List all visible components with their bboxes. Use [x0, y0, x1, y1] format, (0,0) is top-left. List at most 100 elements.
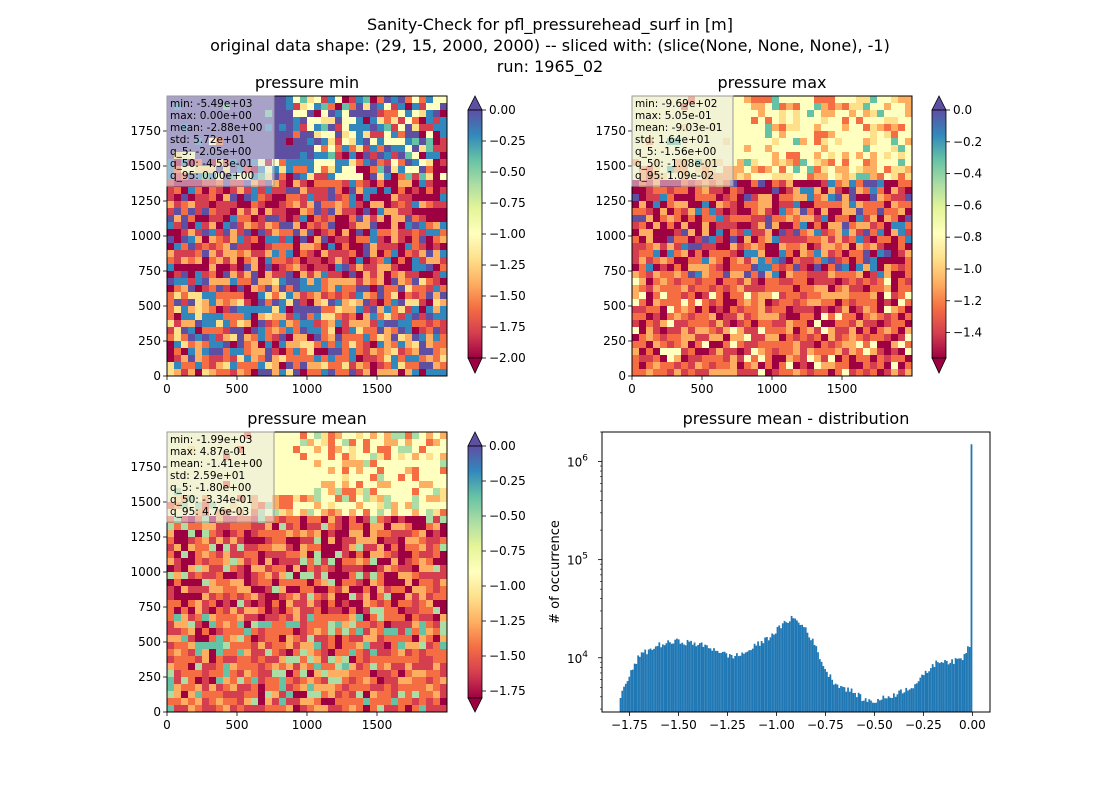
heatmap-cell — [793, 299, 800, 306]
heatmap-cell — [195, 565, 202, 572]
heatmap-cell — [195, 663, 202, 670]
heatmap-cell — [356, 117, 363, 124]
heatmap-cell — [744, 103, 751, 110]
heatmap-cell — [286, 180, 293, 187]
heatmap-cell — [426, 348, 433, 355]
heatmap-cell — [807, 96, 814, 103]
heatmap-cell — [737, 299, 744, 306]
heatmap-cell — [307, 306, 314, 313]
heatmap-cell — [370, 362, 377, 369]
heatmap-cell — [370, 250, 377, 257]
heatmap-cell — [405, 159, 412, 166]
heatmap-cell — [363, 453, 370, 460]
heatmap-cell — [384, 565, 391, 572]
heatmap-cell — [891, 222, 898, 229]
heatmap-cell — [272, 523, 279, 530]
heatmap-cell — [639, 250, 646, 257]
heatmap-cell — [412, 586, 419, 593]
heatmap-cell — [307, 488, 314, 495]
heatmap-cell — [251, 369, 258, 376]
heatmap-cell — [384, 355, 391, 362]
heatmap-cell — [877, 194, 884, 201]
heatmap-cell — [814, 208, 821, 215]
heatmap-cell — [744, 96, 751, 103]
heatmap-cell — [835, 96, 842, 103]
heatmap-cell — [377, 488, 384, 495]
heatmap-cell — [646, 250, 653, 257]
heatmap-cell — [265, 593, 272, 600]
heatmap-cell — [314, 446, 321, 453]
heatmap-cell — [209, 663, 216, 670]
heatmap-cell — [856, 201, 863, 208]
heatmap-cell — [230, 558, 237, 565]
heatmap-cell — [384, 292, 391, 299]
heatmap-cell — [419, 460, 426, 467]
heatmap-cell — [202, 320, 209, 327]
heatmap-cell — [286, 278, 293, 285]
heatmap-cell — [426, 537, 433, 544]
heatmap-cell — [293, 138, 300, 145]
heatmap-cell — [328, 467, 335, 474]
heatmap-cell — [363, 96, 370, 103]
heatmap-cell — [737, 173, 744, 180]
heatmap-cell — [433, 607, 440, 614]
heatmap-cell — [807, 327, 814, 334]
heatmap-cell — [440, 474, 447, 481]
heatmap-cell — [433, 166, 440, 173]
heatmap-cell — [870, 250, 877, 257]
heatmap-cell — [419, 159, 426, 166]
heatmap-cell — [419, 474, 426, 481]
heatmap-cell — [314, 663, 321, 670]
heatmap-cell — [272, 439, 279, 446]
heatmap-cell — [321, 327, 328, 334]
heatmap-cell — [349, 334, 356, 341]
heatmap-cell — [363, 698, 370, 705]
heatmap-cell — [377, 173, 384, 180]
heatmap-cell — [216, 334, 223, 341]
heatmap-cell — [405, 250, 412, 257]
heatmap-cell — [800, 187, 807, 194]
heatmap-cell — [426, 586, 433, 593]
heatmap-cell — [891, 285, 898, 292]
heatmap-cell — [286, 173, 293, 180]
heatmap-cell — [349, 208, 356, 215]
heatmap-cell — [307, 656, 314, 663]
heatmap-cell — [174, 614, 181, 621]
heatmap-cell — [688, 327, 695, 334]
heatmap-cell — [223, 313, 230, 320]
heatmap-cell — [419, 481, 426, 488]
heatmap-cell — [412, 194, 419, 201]
heatmap-cell — [426, 271, 433, 278]
heatmap-cell — [419, 551, 426, 558]
heatmap-cell — [328, 145, 335, 152]
heatmap-cell — [405, 621, 412, 628]
heatmap-cell — [209, 684, 216, 691]
heatmap-cell — [286, 656, 293, 663]
heatmap-cell — [660, 236, 667, 243]
heatmap-cell — [730, 194, 737, 201]
heatmap-cell — [433, 124, 440, 131]
heatmap-cell — [321, 530, 328, 537]
heatmap-cell — [293, 446, 300, 453]
heatmap-cell — [398, 439, 405, 446]
heatmap-cell — [188, 691, 195, 698]
heatmap-cell — [772, 271, 779, 278]
heatmap-cell — [398, 432, 405, 439]
heatmap-cell — [440, 222, 447, 229]
heatmap-cell — [342, 208, 349, 215]
heatmap-cell — [314, 243, 321, 250]
heatmap-cell — [321, 229, 328, 236]
heatmap-cell — [877, 306, 884, 313]
heatmap-cell — [751, 341, 758, 348]
heatmap-cell — [891, 292, 898, 299]
heatmap-cell — [363, 299, 370, 306]
heatmap-cell — [314, 201, 321, 208]
heatmap-cell — [314, 145, 321, 152]
heatmap-cell — [328, 544, 335, 551]
heatmap-cell — [440, 600, 447, 607]
heatmap-cell — [335, 103, 342, 110]
y-tick-label: 1500 — [595, 159, 626, 173]
heatmap-cell — [870, 327, 877, 334]
heatmap-cell — [884, 110, 891, 117]
heatmap-cell — [230, 551, 237, 558]
